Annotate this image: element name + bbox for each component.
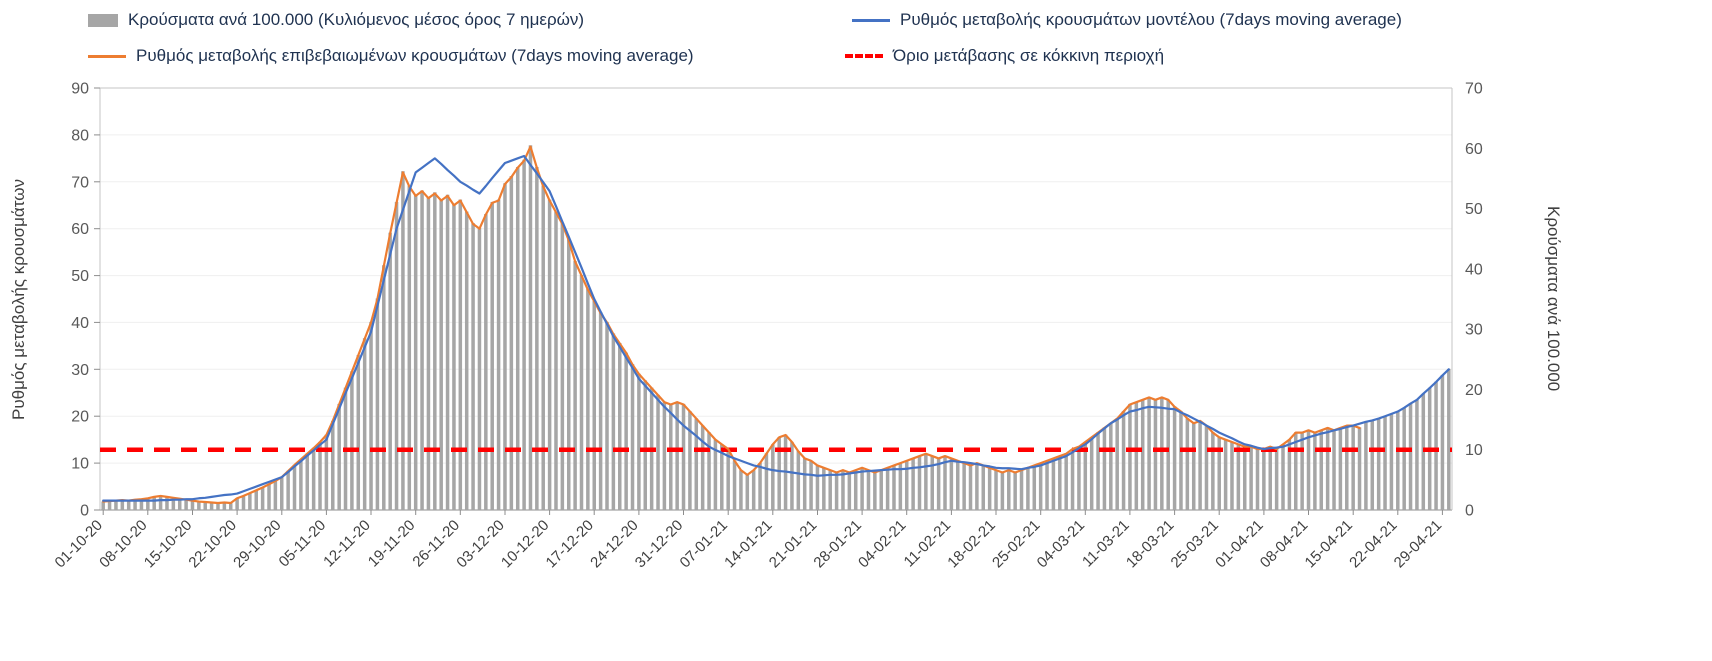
svg-text:70: 70 xyxy=(71,174,89,191)
svg-text:07-01-21: 07-01-21 xyxy=(677,517,731,571)
svg-text:26-11-20: 26-11-20 xyxy=(409,517,463,571)
model-rate-line xyxy=(102,154,1450,502)
legend-label-confirmed-line: Ρυθμός μεταβολής επιβεβαιωμένων κρουσμάτ… xyxy=(136,46,694,65)
svg-text:24-12-20: 24-12-20 xyxy=(587,517,641,571)
left-axis-tick-labels: 0 10 20 30 40 50 60 70 80 90 xyxy=(71,81,100,520)
svg-text:40: 40 xyxy=(1465,261,1483,278)
cases-bar-swatch-icon xyxy=(88,13,118,27)
legend-label-model-line: Ρυθμός μεταβολής κρουσμάτων μοντέλου (7d… xyxy=(900,10,1402,29)
svg-text:29-10-20: 29-10-20 xyxy=(230,517,284,571)
svg-text:22-10-20: 22-10-20 xyxy=(185,517,239,571)
svg-text:12-11-20: 12-11-20 xyxy=(320,517,374,571)
svg-text:22-04-21: 22-04-21 xyxy=(1346,517,1400,571)
svg-text:25-03-21: 25-03-21 xyxy=(1168,517,1222,571)
svg-text:25-02-21: 25-02-21 xyxy=(989,517,1043,571)
svg-text:10-12-20: 10-12-20 xyxy=(498,517,552,571)
svg-text:0: 0 xyxy=(80,503,89,520)
svg-text:15-10-20: 15-10-20 xyxy=(141,517,195,571)
confirmed-rate-line xyxy=(102,145,1361,505)
svg-text:50: 50 xyxy=(71,268,89,285)
legend-item-confirmed-line: Ρυθμός μεταβολής επιβεβαιωμένων κρουσμάτ… xyxy=(88,46,694,66)
svg-text:19-11-20: 19-11-20 xyxy=(365,517,419,571)
svg-text:20: 20 xyxy=(1465,382,1483,399)
svg-text:21-01-21: 21-01-21 xyxy=(766,517,820,571)
svg-text:60: 60 xyxy=(71,221,89,238)
svg-text:08-10-20: 08-10-20 xyxy=(96,517,150,571)
svg-text:15-04-21: 15-04-21 xyxy=(1302,517,1356,571)
svg-text:40: 40 xyxy=(71,315,89,332)
legend-label-threshold: Όριο μετάβασης σε κόκκινη περιοχή xyxy=(893,46,1165,65)
legend-item-cases-bars: Κρούσματα ανά 100.000 (Κυλιόμενος μέσος … xyxy=(88,10,584,30)
svg-text:70: 70 xyxy=(1465,81,1483,98)
svg-text:17-12-20: 17-12-20 xyxy=(543,517,597,571)
right-axis-tick-labels: 0 10 20 30 40 50 60 70 xyxy=(1465,81,1483,520)
legend-label-cases-bars: Κρούσματα ανά 100.000 (Κυλιόμενος μέσος … xyxy=(128,10,585,29)
svg-text:18-02-21: 18-02-21 xyxy=(944,517,998,571)
threshold-dash-swatch-icon xyxy=(845,54,883,58)
svg-text:10: 10 xyxy=(1465,442,1483,459)
right-axis-title: Κρούσματα ανά 100.000 xyxy=(1544,206,1563,392)
svg-text:20: 20 xyxy=(71,409,89,426)
right-axis-title-wrap: Κρούσματα ανά 100.000 xyxy=(1536,88,1570,510)
svg-text:01-10-20: 01-10-20 xyxy=(52,517,106,571)
legend-item-threshold: Όριο μετάβασης σε κόκκινη περιοχή xyxy=(845,46,1164,66)
svg-text:50: 50 xyxy=(1465,201,1483,218)
svg-text:03-12-20: 03-12-20 xyxy=(453,517,507,571)
svg-text:01-04-21: 01-04-21 xyxy=(1212,517,1266,571)
svg-text:11-03-21: 11-03-21 xyxy=(1079,517,1133,571)
svg-text:05-11-20: 05-11-20 xyxy=(276,517,330,571)
svg-text:80: 80 xyxy=(71,127,89,144)
svg-text:18-03-21: 18-03-21 xyxy=(1123,517,1177,571)
svg-text:0: 0 xyxy=(1465,503,1474,520)
svg-text:60: 60 xyxy=(1465,141,1483,158)
svg-text:10: 10 xyxy=(71,456,89,473)
svg-text:04-02-21: 04-02-21 xyxy=(855,517,909,571)
svg-text:08-04-21: 08-04-21 xyxy=(1257,517,1311,571)
svg-text:14-01-21: 14-01-21 xyxy=(721,517,775,571)
svg-text:04-03-21: 04-03-21 xyxy=(1034,517,1088,571)
legend-item-model-line: Ρυθμός μεταβολής κρουσμάτων μοντέλου (7d… xyxy=(852,10,1402,30)
svg-text:30: 30 xyxy=(71,362,89,379)
x-axis-tick-labels: 01-10-2008-10-2015-10-2022-10-2029-10-20… xyxy=(52,510,1445,571)
model-line-swatch-icon xyxy=(852,18,890,22)
confirmed-line-swatch-icon xyxy=(88,54,126,58)
chart-plot-area: 0 10 20 30 40 50 60 70 80 90 0 10 20 30 40 50 60 70 01-10-… xyxy=(52,81,1483,572)
svg-text:90: 90 xyxy=(71,81,89,98)
svg-text:29-04-21: 29-04-21 xyxy=(1391,517,1445,571)
bars-series xyxy=(101,145,1451,511)
svg-text:30: 30 xyxy=(1465,322,1483,339)
svg-text:28-01-21: 28-01-21 xyxy=(810,517,864,571)
svg-text:31-12-20: 31-12-20 xyxy=(632,517,686,571)
